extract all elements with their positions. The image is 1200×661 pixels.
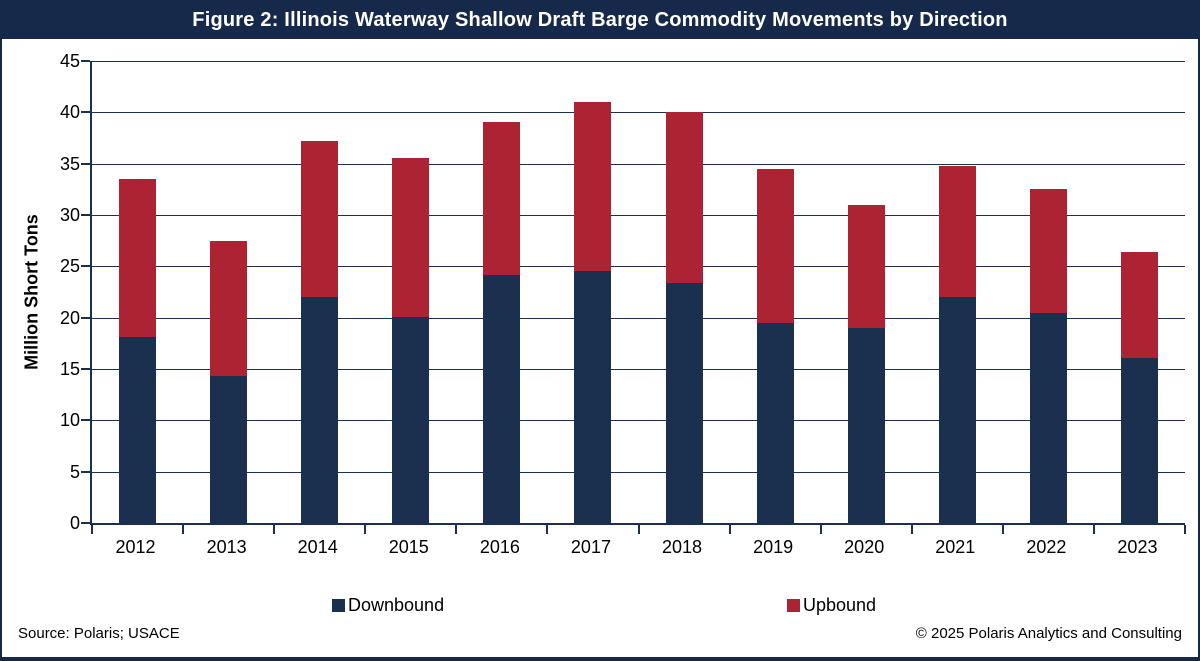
x-tick-11 xyxy=(1092,525,1095,534)
bar-segment-upbound-2018 xyxy=(665,112,703,283)
gridline-25 xyxy=(92,266,1185,268)
legend-item-downbound: Downbound xyxy=(332,595,444,616)
bar-segment-upbound-2016 xyxy=(483,121,521,275)
x-tick-12 xyxy=(1184,525,1186,534)
gridline-5 xyxy=(92,471,1185,473)
upbound-legend-label: Upbound xyxy=(803,595,877,615)
y-tick-35 xyxy=(81,162,90,165)
figure-title: Figure 2: Illinois Waterway Shallow Draf… xyxy=(192,8,1008,31)
bar-segment-upbound-2017 xyxy=(574,102,612,272)
gridline-45 xyxy=(92,61,1185,62)
x-tick-8 xyxy=(819,525,822,534)
y-tick-30 xyxy=(81,214,90,216)
x-axis-label-2017: 2017 xyxy=(570,537,611,557)
x-axis-label-2022: 2022 xyxy=(1026,537,1067,557)
y-tick-20 xyxy=(81,316,90,319)
y-tick-label-5: 5 xyxy=(69,461,80,482)
x-axis-label-2012: 2012 xyxy=(115,537,156,557)
bar-segment-upbound-2023 xyxy=(1120,251,1158,358)
x-tick-0 xyxy=(91,525,93,534)
x-tick-4 xyxy=(455,525,458,534)
y-tick-5 xyxy=(81,470,90,473)
x-tick-7 xyxy=(728,525,731,534)
gridline-35 xyxy=(92,163,1185,165)
y-axis-title: Million Short Tons xyxy=(21,214,42,370)
x-tick-6 xyxy=(637,525,640,534)
bar-segment-downbound-2013 xyxy=(210,376,248,523)
y-tick-10 xyxy=(81,419,90,422)
y-tick-label-35: 35 xyxy=(59,153,80,174)
bar-segment-upbound-2012 xyxy=(119,179,157,338)
gridline-40 xyxy=(92,112,1185,114)
gridline-10 xyxy=(92,420,1185,422)
x-axis-label-2018: 2018 xyxy=(662,537,703,557)
bar-segment-downbound-2017 xyxy=(574,271,612,523)
bar-segment-upbound-2014 xyxy=(301,141,339,298)
y-tick-label-25: 25 xyxy=(59,256,80,277)
gridline-30 xyxy=(92,215,1185,216)
bar-segment-downbound-2021 xyxy=(938,297,976,523)
x-axis-label-2015: 2015 xyxy=(388,537,429,557)
y-tick-25 xyxy=(81,265,90,268)
y-tick-label-40: 40 xyxy=(59,102,80,123)
x-tick-3 xyxy=(364,525,367,534)
downbound-legend-swatch xyxy=(332,599,345,612)
bar-segment-downbound-2019 xyxy=(756,322,794,523)
bar-segment-downbound-2020 xyxy=(847,327,885,523)
x-tick-5 xyxy=(546,525,549,534)
x-tick-9 xyxy=(910,525,913,534)
x-axis-label-2021: 2021 xyxy=(935,537,976,557)
bar-segment-downbound-2016 xyxy=(483,274,521,523)
bar-segment-downbound-2012 xyxy=(119,337,157,523)
gridline-15 xyxy=(92,369,1185,370)
gridline-20 xyxy=(92,317,1185,319)
bar-segment-downbound-2015 xyxy=(392,316,430,523)
y-tick-label-30: 30 xyxy=(59,205,80,225)
y-tick-label-10: 10 xyxy=(59,410,80,431)
y-tick-label-0: 0 xyxy=(69,513,80,533)
x-tick-10 xyxy=(1001,525,1004,534)
y-tick-40 xyxy=(81,111,90,114)
x-tick-1 xyxy=(182,525,185,534)
y-tick-15 xyxy=(81,368,90,370)
bar-segment-upbound-2013 xyxy=(210,240,248,377)
x-axis-label-2016: 2016 xyxy=(479,537,520,557)
bar-segment-upbound-2015 xyxy=(392,157,430,317)
legend-item-upbound: Upbound xyxy=(787,595,876,616)
source-note: Source: Polaris; USACE xyxy=(18,625,180,642)
y-tick-label-20: 20 xyxy=(59,307,80,328)
bar-segment-downbound-2018 xyxy=(665,282,703,523)
x-axis-label-2020: 2020 xyxy=(844,537,885,557)
bar-segment-upbound-2020 xyxy=(847,204,885,328)
bar-segment-upbound-2019 xyxy=(756,168,794,323)
x-axis-label-2014: 2014 xyxy=(297,537,338,557)
upbound-legend-swatch xyxy=(787,599,800,612)
x-axis-label-2019: 2019 xyxy=(753,537,794,557)
figure-title-bar: Figure 2: Illinois Waterway Shallow Draf… xyxy=(2,1,1198,39)
y-tick-45 xyxy=(81,60,90,62)
bar-segment-downbound-2023 xyxy=(1120,357,1158,523)
y-tick-label-15: 15 xyxy=(59,359,80,379)
x-axis-label-2023: 2023 xyxy=(1117,537,1158,557)
y-tick-0 xyxy=(81,522,90,524)
copyright-note: © 2025 Polaris Analytics and Consulting xyxy=(915,625,1182,642)
x-axis-label-2013: 2013 xyxy=(206,537,247,557)
downbound-legend-label: Downbound xyxy=(348,595,445,615)
bar-segment-downbound-2022 xyxy=(1029,312,1067,523)
plot-area xyxy=(81,60,1186,534)
bar-segment-downbound-2014 xyxy=(301,297,339,523)
bar-segment-upbound-2022 xyxy=(1029,189,1067,313)
x-tick-2 xyxy=(273,525,276,534)
y-tick-label-45: 45 xyxy=(59,51,80,71)
bar-segment-upbound-2021 xyxy=(938,165,976,298)
